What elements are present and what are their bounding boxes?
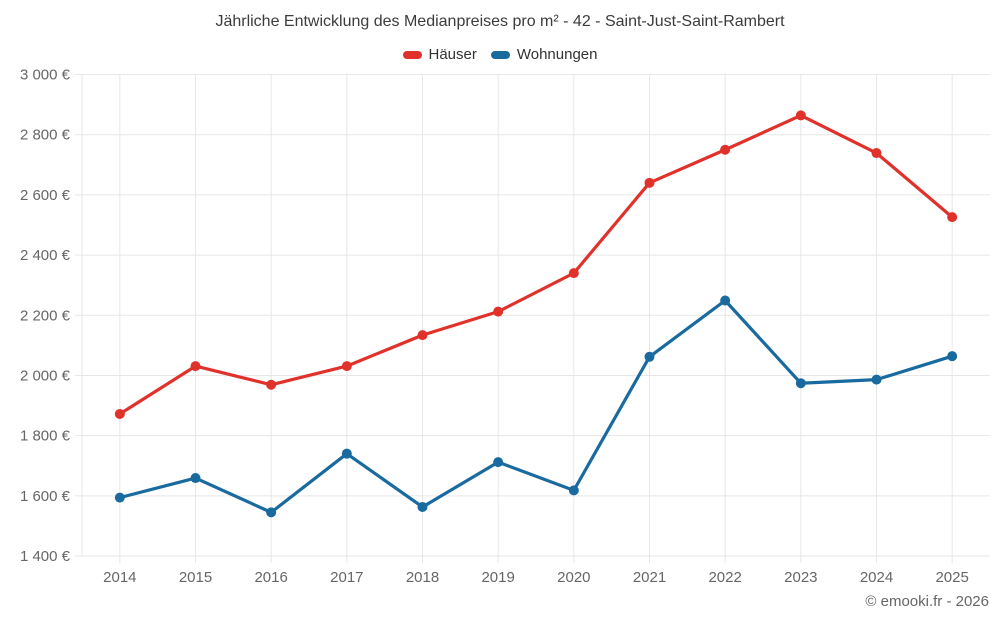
y-tick-label: 2 800 € <box>20 127 71 144</box>
data-point-hauser-2021[interactable] <box>644 177 655 188</box>
series-line-wohnungen <box>118 298 954 514</box>
y-tick-label: 1 600 € <box>20 488 71 505</box>
data-point-hauser-2024[interactable] <box>871 148 882 159</box>
y-tick-label: 2 400 € <box>20 247 71 264</box>
data-point-hauser-2015[interactable] <box>190 361 201 372</box>
legend-item-hauser[interactable]: Häuser <box>402 46 477 63</box>
y-tick-label: 3 000 € <box>20 67 71 84</box>
chart-title: Jährliche Entwicklung des Medianpreises … <box>215 13 785 30</box>
y-tick-label: 2 000 € <box>20 367 71 384</box>
x-tick-label: 2015 <box>179 569 212 586</box>
x-tick-label: 2025 <box>935 569 968 586</box>
y-tick-label: 1 400 € <box>20 548 71 565</box>
data-point-wohnungen-2022[interactable] <box>720 295 731 306</box>
x-tick-label: 2019 <box>481 569 514 586</box>
data-point-hauser-2017[interactable] <box>341 361 352 372</box>
data-point-wohnungen-2021[interactable] <box>644 351 655 362</box>
y-tick-label: 1 800 € <box>20 428 71 445</box>
legend-item-wohnungen[interactable]: Wohnungen <box>490 46 598 63</box>
data-point-hauser-2020[interactable] <box>568 268 579 279</box>
data-point-hauser-2018[interactable] <box>417 330 428 341</box>
y-tick-label: 2 200 € <box>20 307 71 324</box>
data-point-wohnungen-2019[interactable] <box>493 457 504 468</box>
x-tick-label: 2024 <box>860 569 893 586</box>
data-point-wohnungen-2015[interactable] <box>190 473 201 484</box>
y-tick-label: 2 600 € <box>20 187 71 204</box>
x-tick-label: 2016 <box>254 569 287 586</box>
data-point-wohnungen-2018[interactable] <box>417 501 428 512</box>
data-point-hauser-2022[interactable] <box>720 144 731 155</box>
legend-label: Häuser <box>428 46 477 63</box>
data-point-hauser-2023[interactable] <box>795 110 806 121</box>
legend: Häuser Wohnungen <box>0 46 1000 63</box>
data-point-wohnungen-2024[interactable] <box>871 374 882 385</box>
data-point-hauser-2014[interactable] <box>114 408 125 419</box>
legend-label: Wohnungen <box>516 46 598 63</box>
x-tick-label: 2014 <box>103 569 136 586</box>
x-tick-label: 2020 <box>557 569 590 586</box>
legend-swatch-wohnungen <box>490 50 510 59</box>
x-tick-label: 2021 <box>633 569 666 586</box>
data-point-hauser-2016[interactable] <box>266 379 277 390</box>
copyright-footer: © emooki.fr - 2026 <box>865 593 989 610</box>
data-point-hauser-2019[interactable] <box>493 306 504 317</box>
data-point-wohnungen-2014[interactable] <box>114 492 125 503</box>
data-point-wohnungen-2020[interactable] <box>568 485 579 496</box>
x-tick-label: 2022 <box>708 569 741 586</box>
data-point-wohnungen-2023[interactable] <box>795 378 806 389</box>
x-tick-label: 2023 <box>784 569 817 586</box>
data-point-wohnungen-2016[interactable] <box>266 507 277 518</box>
x-tick-label: 2017 <box>330 569 363 586</box>
legend-swatch-hauser <box>402 50 422 59</box>
data-point-wohnungen-2025[interactable] <box>947 351 958 362</box>
x-tick-label: 2018 <box>406 569 439 586</box>
series-line-hauser <box>118 113 954 416</box>
data-point-hauser-2025[interactable] <box>947 212 958 223</box>
data-point-wohnungen-2017[interactable] <box>341 448 352 459</box>
